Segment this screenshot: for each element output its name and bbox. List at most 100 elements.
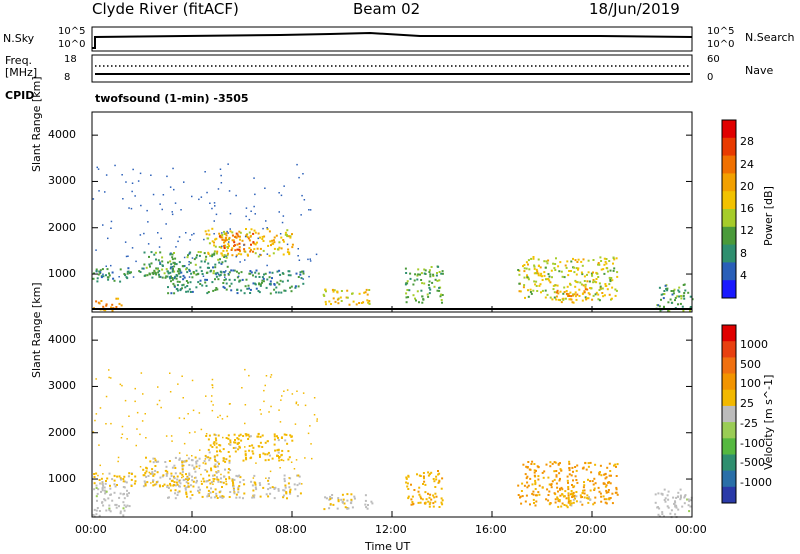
heatmap-cell <box>286 389 289 391</box>
heatmap-cell <box>165 435 168 437</box>
heatmap-cell <box>605 258 608 260</box>
heatmap-cell <box>533 469 536 472</box>
heatmap-cell <box>195 465 198 468</box>
heatmap-cell <box>677 303 679 306</box>
heatmap-cell <box>551 462 554 465</box>
x-tick-label: 04:00 <box>175 523 207 536</box>
heatmap-cell <box>523 276 526 279</box>
heatmap-cell <box>588 496 590 499</box>
heatmap-cell <box>547 499 550 502</box>
heatmap-cell <box>195 269 198 272</box>
heatmap-cell <box>286 243 289 246</box>
heatmap-cell <box>603 257 606 260</box>
heatmap-cell <box>155 258 157 261</box>
heatmap-cell <box>150 262 153 265</box>
heatmap-cell <box>605 502 608 505</box>
heatmap-cell <box>272 252 275 255</box>
heatmap-cell <box>96 166 98 169</box>
colorbar-frame <box>721 324 737 504</box>
heatmap-cell <box>169 271 172 274</box>
heatmap-cell <box>173 481 176 484</box>
heatmap-cell <box>122 198 124 200</box>
heatmap-cell <box>273 435 276 438</box>
heatmap-cell <box>258 276 261 278</box>
heatmap-cell <box>119 383 122 386</box>
heatmap-cell <box>608 260 611 262</box>
heatmap-cell <box>560 469 563 472</box>
heatmap-cell <box>678 290 681 293</box>
heatmap-cell <box>122 507 125 510</box>
heatmap-cell <box>150 251 153 254</box>
heatmap-cell <box>208 494 210 497</box>
heatmap-cell <box>214 437 217 440</box>
heatmap-cell <box>683 502 686 505</box>
heatmap-cell <box>95 513 98 516</box>
heatmap-cell <box>674 500 676 503</box>
heatmap-cell <box>526 481 529 484</box>
heatmap-cell <box>113 279 116 282</box>
heatmap-cell <box>200 473 202 476</box>
heatmap-cell <box>214 434 217 437</box>
heatmap-cell <box>310 443 312 445</box>
heatmap-cell <box>224 276 226 278</box>
heatmap-cell <box>169 277 172 280</box>
heatmap-cell <box>225 239 228 241</box>
heatmap-cell <box>257 435 260 438</box>
heatmap-cell <box>683 297 686 300</box>
heatmap-cell <box>231 234 234 237</box>
heatmap-cell <box>256 241 258 244</box>
heatmap-cell <box>287 482 290 485</box>
heatmap-cell <box>432 478 435 480</box>
heatmap-cell <box>676 295 679 298</box>
heatmap-cell <box>271 457 274 460</box>
heatmap-cell <box>124 480 127 483</box>
heatmap-cell <box>532 490 535 493</box>
heatmap-cell <box>438 289 441 292</box>
heatmap-cell <box>435 495 438 498</box>
heatmap-cell <box>227 273 230 276</box>
heatmap-cell <box>181 464 184 467</box>
heatmap-cell <box>152 480 154 483</box>
heatmap-cell <box>172 267 174 270</box>
x-tick-label: 12:00 <box>375 523 407 536</box>
heatmap-cell <box>433 480 436 483</box>
heatmap-cell <box>223 230 225 233</box>
heatmap-cell <box>262 452 265 455</box>
heatmap-cell <box>615 257 618 260</box>
heatmap-cell <box>253 177 255 179</box>
heatmap-cell <box>219 168 222 170</box>
heatmap-cell <box>607 481 609 484</box>
heatmap-cell <box>597 298 600 301</box>
heatmap-cell <box>151 471 154 474</box>
heatmap-cell <box>216 250 219 253</box>
heatmap-cell <box>204 230 207 233</box>
heatmap-cell <box>212 490 215 493</box>
heatmap-cell <box>421 498 424 501</box>
heatmap-cell <box>575 273 578 276</box>
heatmap-cell <box>250 271 253 274</box>
power-colorbar-label: Power [dB] <box>762 186 775 246</box>
heatmap-cell <box>245 207 248 209</box>
heatmap-cell <box>146 209 148 212</box>
heatmap-cell <box>186 285 189 287</box>
heatmap-cell <box>583 484 586 487</box>
heatmap-cell <box>110 422 112 425</box>
heatmap-cell <box>165 223 167 225</box>
nsky-panel-frame <box>91 26 693 52</box>
colorbar-tick-label: -500 <box>740 456 765 470</box>
heatmap-cell <box>682 284 685 286</box>
heatmap-cell <box>289 236 292 239</box>
heatmap-cell <box>139 466 142 468</box>
heatmap-cell <box>526 274 528 277</box>
heatmap-cell <box>206 495 209 498</box>
heatmap-cell <box>101 268 104 271</box>
heatmap-cell <box>175 277 178 280</box>
heatmap-cell <box>293 468 296 470</box>
heatmap-cell <box>523 264 526 266</box>
heatmap-cell <box>252 489 255 492</box>
heatmap-cell <box>527 484 530 487</box>
heatmap-cell <box>218 274 221 277</box>
heatmap-cell <box>181 463 184 466</box>
heatmap-cell <box>657 513 660 516</box>
heatmap-cell <box>199 279 202 282</box>
